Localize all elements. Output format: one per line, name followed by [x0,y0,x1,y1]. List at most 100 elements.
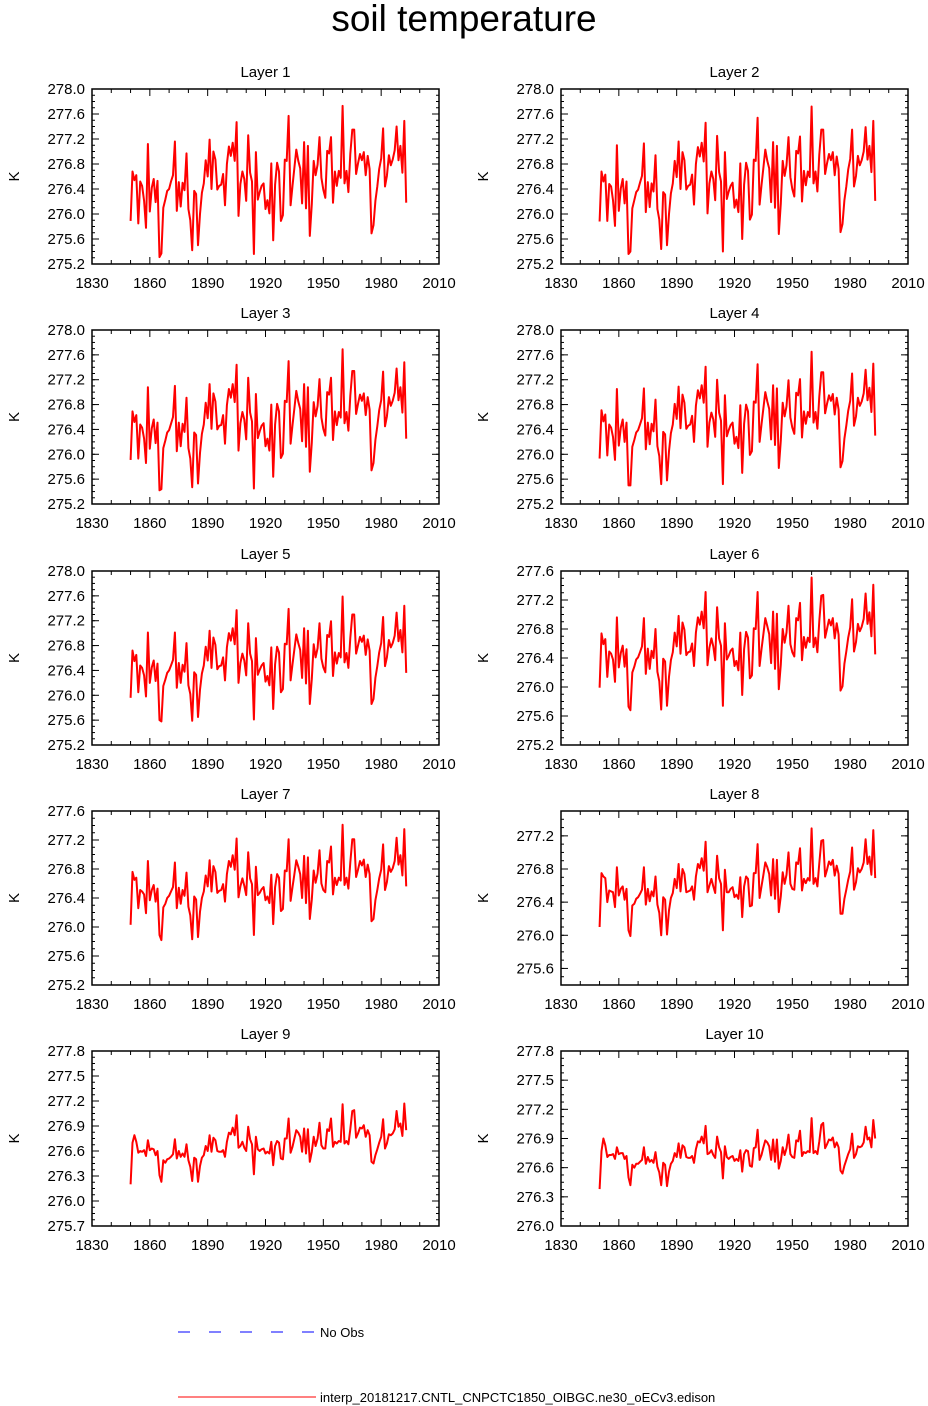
panel-title: Layer 6 [709,546,759,563]
y-tick-label: 277.2 [516,372,554,389]
y-tick-label: 275.2 [47,737,85,754]
x-tick-label: 1980 [833,275,866,292]
y-tick-label: 276.0 [516,206,554,223]
series-line [129,348,408,492]
x-tick-label: 1860 [133,1237,166,1254]
x-tick-label: 1860 [602,275,635,292]
y-axis-label: K [6,893,23,903]
panels-group: Layer 1 K 1830 1860 1890 1920 1950 1980 2010 275.… [6,64,925,1254]
y-tick-label: 276.0 [47,687,85,704]
y-tick-label: 277.6 [47,803,85,820]
x-tick-label: 1830 [544,275,577,292]
y-tick-label: 275.6 [47,231,85,248]
y-tick-label: 277.8 [47,1043,85,1060]
x-tick-label: 1830 [544,996,577,1013]
x-tick-label: 1860 [133,275,166,292]
y-tick-label: 276.3 [516,1189,554,1206]
x-tick-label: 1980 [833,996,866,1013]
y-tick-label: 276.0 [47,1193,85,1210]
x-tick-label: 1950 [776,275,809,292]
x-tick-label: 2010 [422,275,455,292]
x-tick-label: 1980 [364,1237,397,1254]
x-tick-label: 1950 [307,515,340,532]
panel-title: Layer 8 [709,786,759,803]
x-tick-label: 1950 [307,756,340,773]
x-tick-label: 2010 [422,1237,455,1254]
x-tick-label: 1890 [191,756,224,773]
x-tick-label: 1980 [833,756,866,773]
x-tick-label: 1830 [75,996,108,1013]
y-tick-label: 275.7 [47,1218,85,1235]
y-tick-label: 275.6 [516,708,554,725]
x-tick-label: 1830 [544,1237,577,1254]
y-tick-label: 276.8 [516,621,554,638]
y-tick-label: 276.9 [516,1131,554,1148]
x-tick-label: 1920 [718,275,751,292]
y-tick-label: 276.4 [47,181,85,198]
series-line [598,576,877,712]
y-tick-label: 276.9 [47,1118,85,1135]
y-tick-label: 275.6 [516,471,554,488]
x-tick-label: 1830 [544,756,577,773]
y-tick-label: 277.2 [47,832,85,849]
x-tick-label: 1950 [776,1237,809,1254]
x-tick-label: 1920 [249,1237,282,1254]
x-tick-label: 1890 [660,275,693,292]
y-tick-label: 277.5 [516,1072,554,1089]
y-tick-label: 276.4 [516,181,554,198]
series-line [129,595,408,723]
panel-title: Layer 3 [240,305,290,322]
legend-model-label: interp_20181217.CNTL_CNPCTC1850_OIBGC.ne… [320,1390,715,1405]
y-tick-label: 275.2 [47,256,85,273]
y-axis-label: K [6,171,23,181]
x-tick-label: 1830 [75,275,108,292]
y-tick-label: 276.8 [516,156,554,173]
y-tick-label: 277.6 [47,347,85,364]
y-tick-label: 276.4 [47,890,85,907]
chart-panel: Layer 5 K 1830 1860 1890 1920 1950 1980 2010 275.… [6,546,456,773]
y-tick-label: 277.2 [47,131,85,148]
x-tick-label: 1890 [191,275,224,292]
x-tick-label: 1860 [602,996,635,1013]
y-tick-label: 275.6 [47,471,85,488]
x-tick-label: 1920 [718,756,751,773]
chart-panel: Layer 4 K 1830 1860 1890 1920 1950 1980 2010 275.… [475,305,925,532]
series-line [129,1102,408,1185]
x-tick-label: 2010 [422,996,455,1013]
y-tick-label: 275.2 [516,496,554,513]
y-tick-label: 275.2 [47,496,85,513]
y-tick-label: 276.8 [47,861,85,878]
chart-panel: Layer 3 K 1830 1860 1890 1920 1950 1980 2010 275.… [6,305,456,532]
x-tick-label: 2010 [891,1237,924,1254]
y-tick-label: 277.2 [516,131,554,148]
x-tick-label: 1860 [133,515,166,532]
legend: No Obs interp_20181217.CNTL_CNPCTC1850_O… [178,1325,715,1405]
y-tick-label: 276.4 [47,662,85,679]
x-tick-label: 1920 [249,756,282,773]
y-tick-label: 276.6 [516,1160,554,1177]
x-tick-label: 1860 [133,756,166,773]
x-tick-label: 1830 [544,515,577,532]
y-tick-label: 276.3 [47,1168,85,1185]
chart-panel: Layer 10 K 1830 1860 1890 1920 1950 1980 2010 276… [475,1026,925,1254]
x-tick-label: 1920 [718,515,751,532]
x-tick-label: 1890 [660,996,693,1013]
y-axis-label: K [6,1133,23,1143]
y-tick-label: 276.6 [47,1143,85,1160]
x-tick-label: 2010 [891,275,924,292]
panel-title: Layer 1 [240,64,290,81]
x-tick-label: 1980 [833,1237,866,1254]
y-tick-label: 276.4 [516,650,554,667]
x-tick-label: 1890 [191,996,224,1013]
x-tick-label: 1950 [307,1237,340,1254]
y-tick-label: 276.0 [516,446,554,463]
y-tick-label: 278.0 [47,563,85,580]
series-line [598,827,877,938]
panel-title: Layer 10 [705,1026,763,1043]
x-tick-label: 1890 [660,756,693,773]
x-tick-label: 1890 [191,515,224,532]
series-line [598,350,877,487]
x-tick-label: 1920 [718,996,751,1013]
y-tick-label: 276.0 [47,919,85,936]
x-tick-label: 1950 [307,996,340,1013]
